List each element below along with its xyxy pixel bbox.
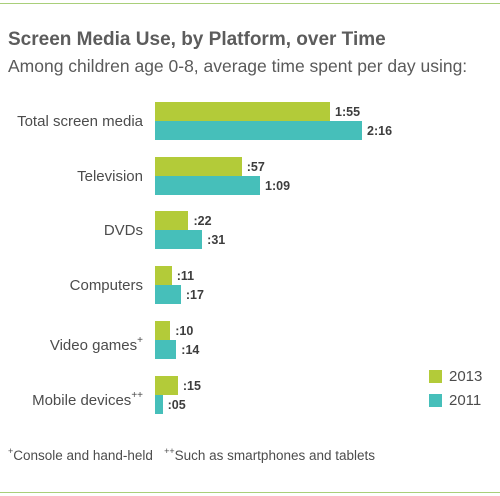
bar-2011-total-screen-media (155, 121, 362, 140)
value-label-2011-video-games: :14 (181, 342, 200, 357)
footnote-mark-1: + (8, 446, 14, 456)
bar-2013-video-games (155, 320, 171, 340)
legend-swatch-2011 (429, 394, 442, 407)
value-label-2013-dvds: :22 (193, 214, 212, 229)
chart-subtitle: Among children age 0-8, average time spe… (8, 56, 468, 76)
value-label-2011-total-screen-media: 2:16 (367, 124, 393, 138)
category-label-television: Television (77, 167, 143, 185)
category-label-video-games: Video games+ (49, 334, 143, 354)
legend-label-2013: 2013 (449, 368, 483, 385)
bar-2013-television (155, 156, 242, 176)
value-label-2013-total-screen-media: 1:55 (335, 105, 361, 119)
bar-2011-television (155, 175, 261, 195)
chart-title: Screen Media Use, by Platform, over Time (8, 29, 386, 50)
category-label-mobile-devices: Mobile devices++ (32, 389, 143, 409)
value-label-2011-mobile-devices: :05 (167, 397, 186, 412)
bottom-rule (0, 492, 500, 493)
footnote-text-1: Console and hand-held (13, 448, 153, 463)
bar-2011-computers (155, 285, 181, 305)
bar-2013-mobile-devices (155, 375, 178, 395)
footnotes: +Console and hand-held ++Such as smartph… (8, 446, 375, 463)
value-label-2013-mobile-devices: :15 (182, 378, 201, 393)
bar-2013-total-screen-media (155, 102, 331, 121)
value-label-2013-computers: :11 (176, 269, 195, 284)
category-label-dvds: DVDs (103, 222, 143, 240)
value-label-2011-dvds: :31 (207, 233, 226, 248)
legend-swatch-2013 (429, 370, 442, 383)
bar-2011-mobile-devices (155, 394, 163, 414)
value-label-2013-video-games: :10 (175, 323, 194, 338)
bar-2013-dvds (155, 211, 189, 231)
top-rule (0, 3, 500, 4)
footnote-mark-2: ++ (164, 446, 175, 456)
value-label-2011-computers: :17 (185, 288, 204, 303)
bar-2011-video-games (155, 339, 177, 359)
bar-2011-dvds (155, 230, 203, 250)
footnote-text-2: Such as smartphones and tablets (174, 448, 376, 463)
category-label-computers: Computers (69, 277, 143, 295)
bar-2013-computers (155, 266, 172, 286)
category-label-total-screen-media: Total screen media (17, 113, 143, 130)
legend-label-2011: 2011 (449, 392, 482, 409)
value-label-2011-television: 1:09 (265, 178, 291, 193)
value-label-2013-television: :57 (246, 159, 265, 174)
